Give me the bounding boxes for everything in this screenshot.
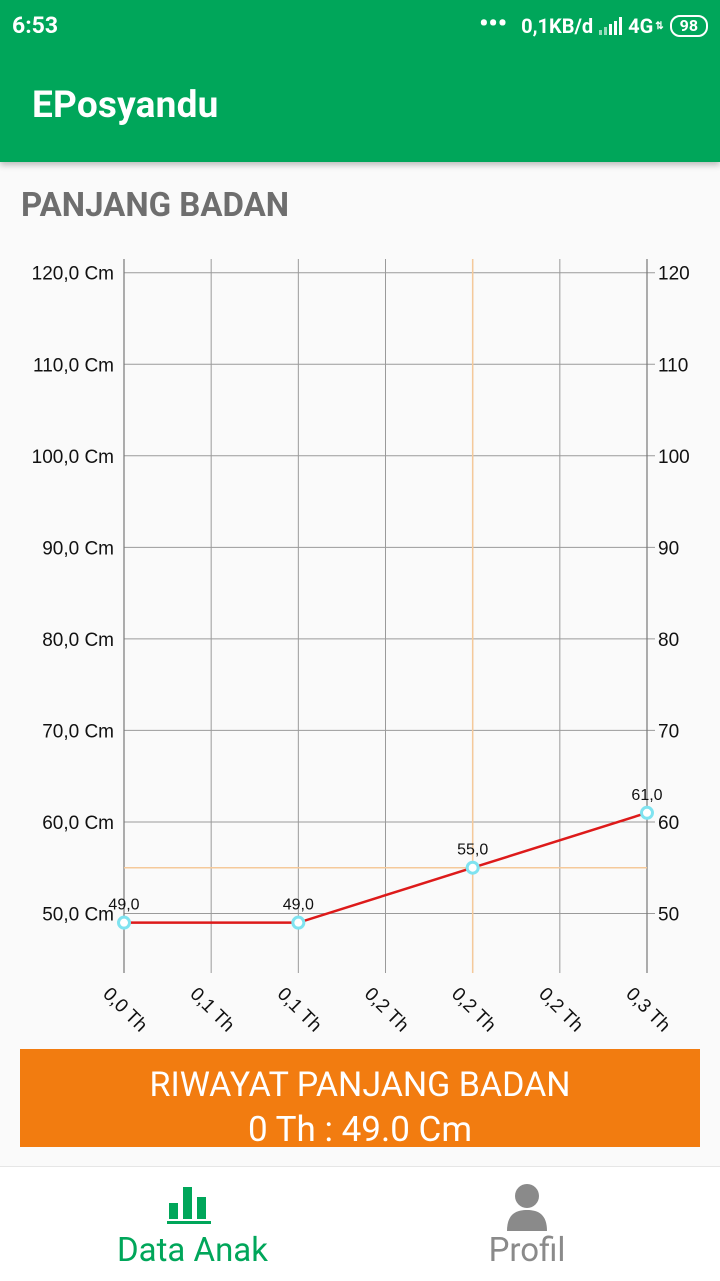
network-type: 4G [628, 14, 654, 38]
status-time: 6:53 [12, 12, 59, 39]
data-point [117, 915, 131, 930]
y-tick-label-right: 120 [658, 264, 690, 285]
nav-label-data-anak: Data Anak [117, 1231, 268, 1270]
data-label: 49,0 [108, 897, 139, 914]
page-title: PANJANG BADAN [21, 186, 290, 225]
y-tick-label-right: 60 [658, 813, 679, 834]
x-tick-label: 0,3 Th [621, 984, 674, 1037]
x-tick-label: 0,2 Th [447, 984, 500, 1037]
y-tick-label-left: 80,0 Cm [42, 630, 114, 651]
x-tick-label: 0,2 Th [360, 984, 413, 1037]
y-tick-label-left: 50,0 Cm [42, 905, 114, 926]
y-tick-label-left: 120,0 Cm [32, 264, 114, 285]
status-icons: ••• 0,1KB/d 4G ⇅ 98 [479, 9, 708, 39]
x-tick-label: 0,1 Th [273, 984, 326, 1037]
y-tick-label-right: 100 [658, 447, 690, 468]
y-tick-label-right: 70 [658, 721, 679, 742]
nav-item-profil[interactable]: Profil [360, 1167, 720, 1281]
battery-level: 98 [679, 16, 698, 35]
x-tick-label: 0,1 Th [186, 984, 239, 1037]
signal-icon [599, 17, 623, 35]
data-point [640, 805, 654, 820]
data-point [291, 915, 306, 930]
data-label: 55,0 [457, 842, 488, 859]
history-banner[interactable]: RIWAYAT PANJANG BADAN 0 Th : 49.0 Cm [20, 1049, 700, 1150]
y-tick-label-right: 50 [658, 905, 679, 926]
battery-icon: 98 [669, 15, 708, 37]
app-bar: 6:53 ••• 0,1KB/d 4G ⇅ 98 EPosyandu [0, 0, 720, 162]
y-tick-label-right: 110 [658, 355, 688, 376]
person-icon [505, 1183, 549, 1235]
x-tick-label: 0,2 Th [534, 984, 587, 1037]
status-bar: 6:53 ••• 0,1KB/d 4G ⇅ 98 [0, 0, 720, 52]
nav-item-data-anak[interactable]: Data Anak [10, 1167, 370, 1281]
series-line [124, 811, 648, 924]
y-tick-label-right: 90 [658, 538, 679, 559]
chart-svg: 50,0 Cm 50 60,0 Cm 60 70,0 Cm 70 80,0 Cm 80 90,0… [32, 259, 690, 1037]
length-chart[interactable]: 50,0 Cm 50 60,0 Cm 60 70,0 Cm 70 80,0 Cm 80 90,0… [0, 240, 720, 1040]
bar-chart-icon [167, 1183, 213, 1229]
history-value: 0 Th : 49.0 Cm [247, 1109, 473, 1150]
y-tick-label-right: 80 [658, 630, 679, 651]
y-tick-label-left: 100,0 Cm [32, 447, 114, 468]
data-point [465, 860, 480, 875]
y-tick-label-left: 70,0 Cm [42, 721, 114, 742]
data-activity-icon: ⇅ [655, 20, 664, 32]
y-tick-label-left: 60,0 Cm [42, 813, 114, 834]
more-notifications-icon: ••• [479, 9, 508, 39]
y-tick-label-left: 110,0 Cm [33, 355, 114, 376]
network-speed: 0,1KB/d [521, 14, 594, 38]
y-tick-label-left: 90,0 Cm [42, 538, 114, 559]
history-title: RIWAYAT PANJANG BADAN [149, 1065, 571, 1105]
data-label: 49,0 [283, 897, 314, 914]
x-tick-label: 0,0 Th [98, 984, 151, 1037]
bottom-navigation: Data Anak Profil [0, 1166, 720, 1281]
nav-label-profil: Profil [488, 1231, 566, 1270]
data-label: 61,0 [631, 787, 662, 804]
app-title: EPosyandu [32, 84, 219, 127]
